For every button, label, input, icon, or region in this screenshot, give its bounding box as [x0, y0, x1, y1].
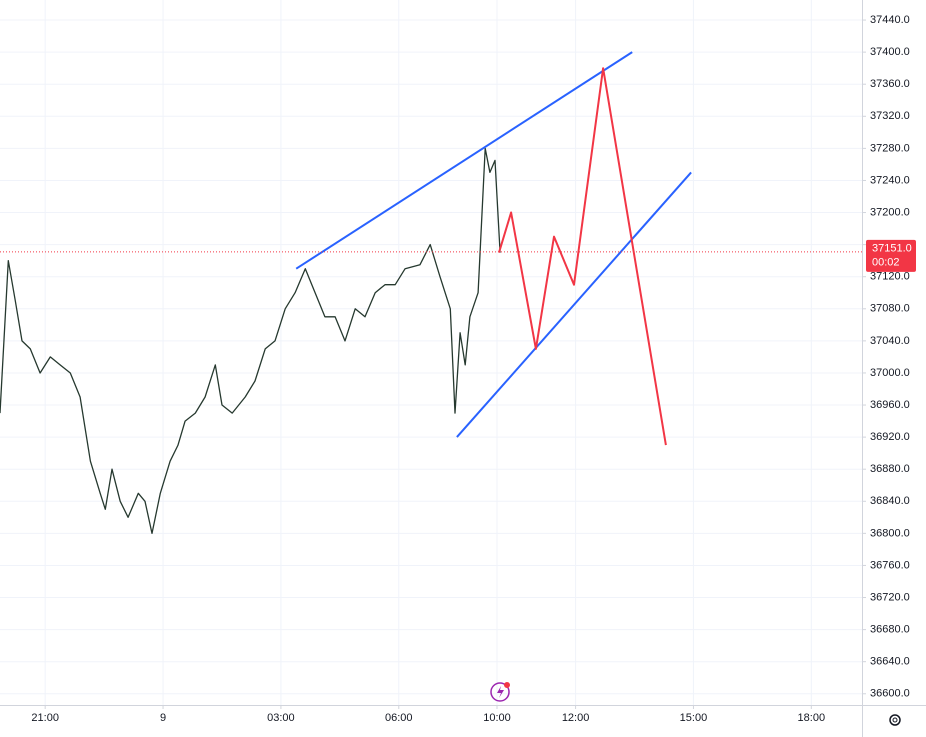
- x-tick-label: 15:00: [680, 712, 708, 724]
- x-tick-label: 21:00: [31, 712, 59, 724]
- current-price-label: 37151.0: [872, 243, 912, 255]
- x-tick-label: 10:00: [483, 712, 511, 724]
- y-tick-label: 37280.0: [870, 142, 910, 154]
- drawing-line: [295, 51, 633, 270]
- y-tick-label: 37040.0: [870, 335, 910, 347]
- y-tick-label: 37440.0: [870, 14, 910, 26]
- x-tick-label: 03:00: [267, 712, 295, 724]
- x-tick-label: 9: [160, 712, 166, 724]
- settings-center: [892, 717, 898, 723]
- y-tick-label: 37240.0: [870, 174, 910, 186]
- plot: [0, 51, 862, 535]
- y-tick-label: 36720.0: [870, 591, 910, 603]
- y-tick-label: 36960.0: [870, 399, 910, 411]
- event-bolt: [497, 686, 504, 698]
- axes: 37440.0 37400.0 37360.0 37320.0 37280.0 37240…: [31, 14, 916, 724]
- x-tick-label: 18:00: [798, 712, 826, 724]
- event-dot: [504, 682, 510, 688]
- price-line: [0, 147, 501, 535]
- y-tick-label: 36680.0: [870, 624, 910, 636]
- y-tick-label: 36880.0: [870, 463, 910, 475]
- y-tick-label: 36640.0: [870, 656, 910, 668]
- event-icon[interactable]: [490, 682, 510, 702]
- drawing-line: [498, 67, 667, 446]
- y-tick-label: 37320.0: [870, 110, 910, 122]
- x-tick-label: 06:00: [385, 712, 413, 724]
- settings-icon[interactable]: [889, 714, 901, 726]
- y-tick-label: 37200.0: [870, 206, 910, 218]
- x-tick-label: 12:00: [562, 712, 590, 724]
- y-tick-label: 36800.0: [870, 527, 910, 539]
- current-price-box: [866, 239, 916, 272]
- countdown-label: 00:02: [872, 257, 900, 269]
- grid: [0, 0, 862, 705]
- y-tick-label: 36760.0: [870, 559, 910, 571]
- y-tick-label: 37080.0: [870, 303, 910, 315]
- y-tick-label: 37000.0: [870, 367, 910, 379]
- y-tick-label: 36600.0: [870, 688, 910, 700]
- y-tick-label: 36920.0: [870, 431, 910, 443]
- drawing-line: [456, 171, 692, 438]
- y-tick-label: 36840.0: [870, 495, 910, 507]
- y-tick-label: 37360.0: [870, 78, 910, 90]
- y-tick-label: 37400.0: [870, 46, 910, 58]
- y-tick-label: 37120.0: [870, 271, 910, 283]
